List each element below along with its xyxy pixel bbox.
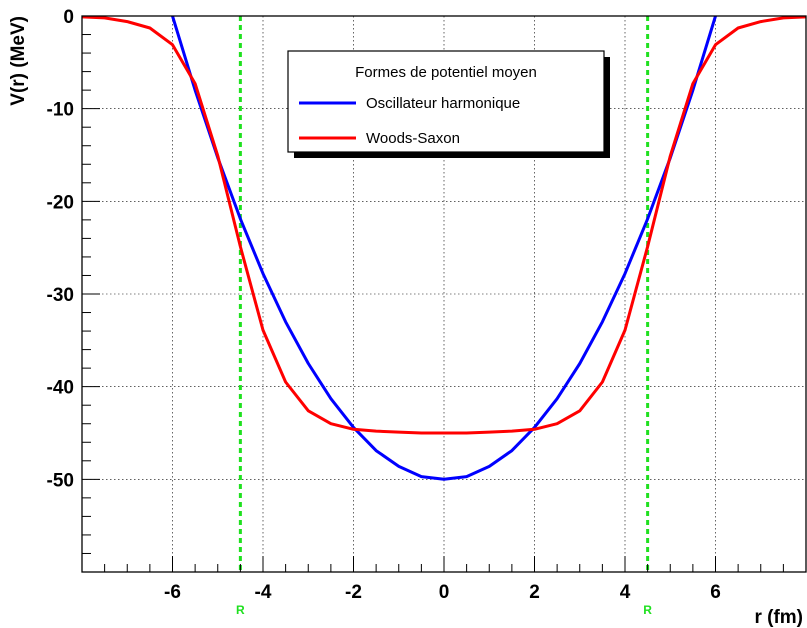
x-tick-label: -2: [345, 582, 362, 603]
y-tick-label: -10: [47, 100, 74, 121]
x-tick-label: -4: [255, 582, 272, 603]
y-axis-title: V(r) (MeV): [8, 16, 29, 106]
x-tick-labels: -6 -4 -2 0 2 4 6: [164, 582, 721, 603]
axis-ticks: [81, 15, 807, 573]
y-tick-label: -40: [47, 378, 74, 399]
y-tick-label: -20: [47, 192, 74, 213]
series-lines: [82, 16, 806, 481]
y-tick-label: -30: [47, 285, 74, 306]
series-line-woods-saxon: [82, 16, 806, 435]
legend-entry-harmonic: Oscillateur harmonique: [366, 95, 520, 112]
radius-marker-label: R: [236, 603, 245, 617]
x-tick-label: 0: [439, 582, 450, 603]
legend-entry-woods-saxon: Woods-Saxon: [366, 130, 460, 147]
x-tick-label: 4: [620, 582, 631, 603]
y-tick-label: -50: [47, 470, 74, 491]
x-tick-label: -6: [164, 582, 181, 603]
legend: Formes de potentiel moyen Oscillateur ha…: [287, 50, 610, 158]
series-line-harmonic-oscillator: [171, 16, 717, 481]
x-tick-label: 2: [529, 582, 540, 603]
legend-title: Formes de potentiel moyen: [355, 64, 537, 81]
x-axis-title: r (fm): [754, 607, 803, 628]
x-tick-label: 6: [710, 582, 721, 603]
y-tick-label: 0: [63, 7, 74, 28]
radius-marker-label: R: [643, 603, 652, 617]
y-tick-labels: 0 -10 -20 -30 -40 -50: [47, 7, 74, 491]
radius-markers: [238, 16, 650, 572]
